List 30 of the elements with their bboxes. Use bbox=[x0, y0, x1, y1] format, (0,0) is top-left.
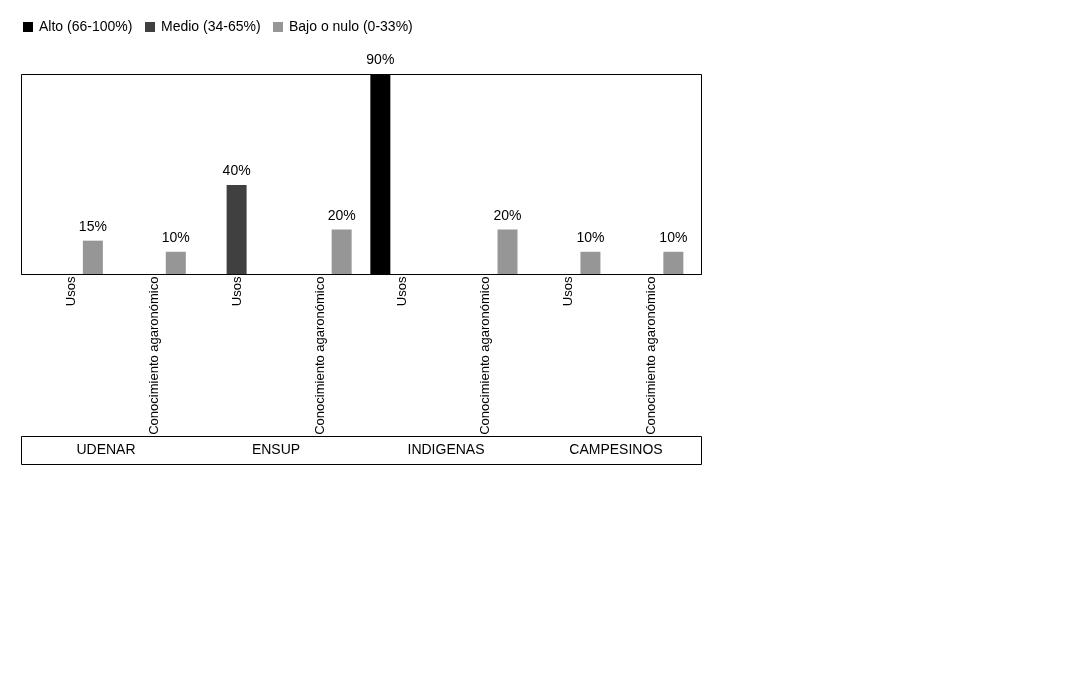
data-label: 15% bbox=[78, 217, 107, 234]
text: INDIGENAS bbox=[407, 441, 485, 457]
legend-label: Medio (34-65%) bbox=[161, 18, 261, 34]
x-tick-label: Usos bbox=[394, 276, 410, 307]
data-label: 40% bbox=[222, 162, 251, 179]
legend-label: Bajo o nulo (0-33%) bbox=[289, 18, 413, 34]
x-tick-label: Conocimiento agaronómico bbox=[145, 276, 161, 435]
bar bbox=[82, 240, 103, 274]
text: CAMPESINOS bbox=[569, 441, 663, 457]
data-label: 90% bbox=[366, 51, 395, 67]
data-label: 20% bbox=[327, 206, 356, 223]
bar bbox=[331, 229, 352, 274]
x-tick-label: Usos bbox=[62, 276, 78, 307]
bar bbox=[226, 185, 247, 274]
data-label: 10% bbox=[161, 228, 190, 245]
x-tick-label: Usos bbox=[560, 276, 576, 307]
data-label: 10% bbox=[659, 228, 688, 245]
x-tick-label: Conocimiento agaronómico bbox=[643, 276, 659, 435]
text: ENSUP bbox=[251, 441, 301, 457]
bar bbox=[497, 229, 518, 274]
data-label: 10% bbox=[576, 228, 605, 245]
bar bbox=[663, 251, 684, 274]
x-tick-label: Conocimiento agaronómico bbox=[311, 276, 327, 435]
x-tick-label: Conocimiento agaronómico bbox=[477, 276, 493, 435]
x-tick-label: Usos bbox=[228, 276, 244, 307]
bar bbox=[580, 251, 601, 274]
text: UDENAR bbox=[76, 441, 136, 457]
legend-label: Alto (66-100%) bbox=[39, 18, 133, 34]
bar bbox=[165, 251, 186, 274]
data-label: 20% bbox=[493, 206, 522, 223]
